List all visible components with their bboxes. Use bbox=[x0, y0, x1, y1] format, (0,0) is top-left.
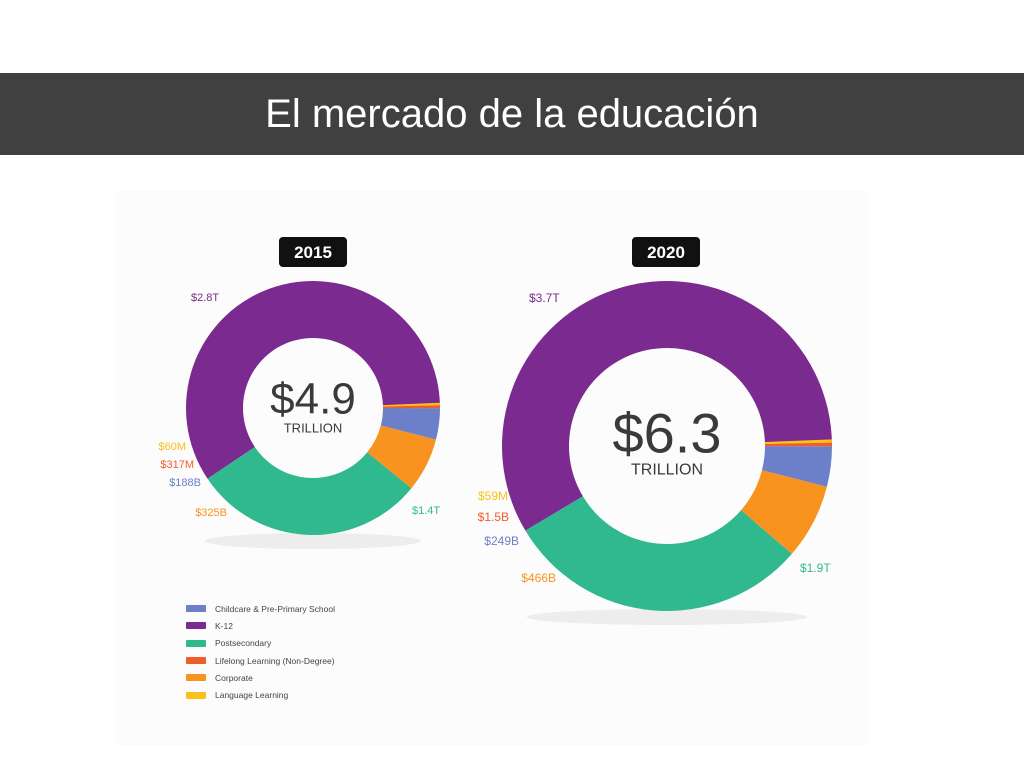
legend-label: Language Learning bbox=[215, 690, 289, 701]
legend-swatch bbox=[186, 657, 206, 665]
center-unit: TRILLION bbox=[284, 420, 343, 435]
slice-k-12 bbox=[502, 281, 832, 531]
year-label: 2015 bbox=[294, 243, 332, 262]
data-label-lifelong-learning-non-degree: $1.5B bbox=[478, 510, 509, 524]
slice-language-learning bbox=[764, 439, 832, 445]
data-label-childcare-pre-primary-school: $188B bbox=[169, 477, 201, 489]
slice-lifelong-learning-non-degree bbox=[382, 405, 440, 409]
slice-language-learning bbox=[382, 402, 440, 407]
legend-label: Postsecondary bbox=[215, 638, 272, 649]
legend-label: K-12 bbox=[215, 620, 233, 631]
data-label-corporate: $466B bbox=[521, 571, 556, 585]
data-label-k-12: $2.8T bbox=[191, 292, 219, 304]
slice-childcare-pre-primary-school bbox=[380, 408, 440, 440]
year-badge-2020: 2020 bbox=[632, 237, 700, 267]
year-badge-bg bbox=[632, 237, 700, 267]
legend-item-language-learning: Language Learning bbox=[186, 686, 335, 703]
donut-2015: 2015 $2.8T $1.4T $325B $188B $317M $60M $4.9TRI… bbox=[158, 237, 440, 549]
slice-postsecondary bbox=[525, 496, 792, 612]
year-label: 2020 bbox=[647, 243, 685, 262]
slice-k-12 bbox=[185, 280, 440, 479]
center-total: $6.3 bbox=[613, 402, 722, 465]
year-badge-2015: 2015 bbox=[279, 237, 347, 267]
legend-item-k-12: K-12 bbox=[186, 617, 335, 634]
title-bar: El mercado de la educación bbox=[0, 73, 1024, 155]
legend-swatch bbox=[186, 622, 206, 630]
legend-item-childcare-pre-primary-school: Childcare & Pre-Primary School bbox=[186, 600, 335, 617]
legend-label: Lifelong Learning (Non-Degree) bbox=[215, 655, 335, 666]
slice-corporate bbox=[367, 425, 437, 489]
data-label-k-12: $3.7T bbox=[529, 291, 560, 305]
legend-item-lifelong-learning-non-degree: Lifelong Learning (Non-Degree) bbox=[186, 652, 335, 669]
legend: Childcare & Pre-Primary School K-12 Postse… bbox=[186, 600, 335, 704]
legend-swatch bbox=[186, 674, 206, 682]
donut-shadow bbox=[205, 533, 421, 549]
data-label-language-learning: $60M bbox=[158, 441, 186, 453]
data-label-postsecondary: $1.9T bbox=[800, 561, 831, 575]
legend-label: Corporate bbox=[215, 672, 253, 683]
slide-title: El mercado de la educación bbox=[265, 92, 759, 136]
data-label-postsecondary: $1.4T bbox=[412, 505, 440, 517]
slice-corporate bbox=[741, 470, 827, 554]
legend-swatch bbox=[186, 639, 206, 647]
donut-2020: 2020 $3.7T $1.9T $466B $249B $1.5B $59M $6.3TRI… bbox=[478, 237, 832, 625]
legend-item-corporate: Corporate bbox=[186, 669, 335, 686]
legend-swatch bbox=[186, 691, 206, 699]
center-total: $4.9 bbox=[270, 374, 356, 423]
legend-label: Childcare & Pre-Primary School bbox=[215, 603, 335, 614]
year-badge-bg bbox=[279, 237, 347, 267]
slice-lifelong-learning-non-degree bbox=[764, 442, 832, 447]
legend-item-postsecondary: Postsecondary bbox=[186, 635, 335, 652]
slice-childcare-pre-primary-school bbox=[761, 446, 832, 487]
center-unit: TRILLION bbox=[631, 462, 703, 479]
data-label-lifelong-learning-non-degree: $317M bbox=[160, 459, 194, 471]
data-label-language-learning: $59M bbox=[478, 489, 508, 503]
slice-postsecondary bbox=[207, 447, 412, 535]
legend-swatch bbox=[186, 605, 206, 613]
data-label-childcare-pre-primary-school: $249B bbox=[484, 534, 519, 548]
donut-shadow bbox=[526, 609, 808, 625]
data-label-corporate: $325B bbox=[195, 507, 227, 519]
